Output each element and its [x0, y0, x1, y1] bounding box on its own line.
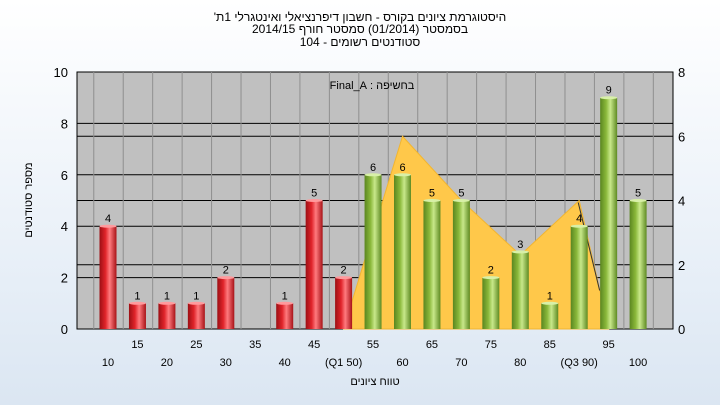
bar-45	[305, 200, 323, 329]
value-label-40: 1	[282, 290, 288, 302]
value-label-95: 9	[606, 85, 612, 97]
x-tick-label: 20	[161, 357, 173, 369]
bars-layer	[99, 96, 647, 329]
x-tick-label: 100	[629, 357, 647, 369]
x-tick-label: 30	[220, 357, 232, 369]
bar-top-60	[394, 173, 411, 177]
bar-top-85	[541, 301, 559, 305]
bar-85	[541, 303, 559, 329]
value-label-45: 5	[311, 188, 317, 200]
bar-90	[570, 226, 588, 329]
y-tick-label: 4	[61, 219, 68, 234]
bar-95	[600, 97, 618, 329]
x-axis-title: טווח ציונים	[350, 376, 399, 388]
bar-top-55	[364, 173, 382, 177]
x-tick-label: (Q1 50)	[325, 357, 362, 369]
bar-top-95	[600, 96, 618, 100]
bar-50	[335, 277, 353, 329]
value-label-90: 4	[576, 213, 582, 225]
bar-top-20	[158, 301, 176, 305]
x-tick-label: (Q3 90)	[561, 357, 598, 369]
y-tick-label: 8	[61, 116, 68, 131]
y-axis-title: מספר סטודנטים	[23, 162, 35, 237]
value-label-65: 5	[429, 188, 435, 200]
bar-65	[423, 200, 441, 329]
value-label-60: 6	[399, 162, 405, 174]
x-tick-label: 45	[308, 339, 320, 351]
bar-top-70	[452, 199, 470, 202]
value-label-75: 2	[488, 265, 494, 277]
y2-tick-label: 0	[678, 322, 685, 337]
x-tick-label: 40	[279, 357, 291, 369]
bar-top-15	[128, 301, 146, 305]
y2-tick-label: 2	[678, 258, 685, 273]
x-tick-label: 15	[131, 339, 143, 351]
bar-75	[482, 277, 500, 329]
bar-25	[187, 303, 205, 329]
chart-title-line-2: בסמסטר (01/2014) סמסטר חורף 2014/15	[251, 22, 469, 36]
area-series-line	[577, 202, 601, 291]
bar-60	[394, 174, 411, 329]
bar-top-45	[305, 199, 323, 202]
bar-top-90	[570, 224, 588, 228]
value-label-50: 2	[341, 265, 347, 277]
bar-55	[364, 174, 382, 329]
y2-tick-label: 8	[678, 65, 685, 80]
bar-top-65	[423, 199, 441, 202]
x-tick-label: 70	[455, 357, 467, 369]
value-labels-layer: 4 1 1 1 2 1 5 2 6 6 5 5 2 3 1 4 9 5	[105, 85, 641, 303]
x-tick-label: 65	[426, 339, 438, 351]
x-tick-label: 85	[544, 339, 556, 351]
y2-tick-label: 4	[678, 194, 685, 209]
value-label-55: 6	[370, 162, 376, 174]
value-label-25: 1	[193, 290, 199, 302]
chart-title-line-1: 'היסטוגרמת ציונים בקורס - חשבון דיפרנציא…	[213, 10, 507, 24]
x-tick-label: 95	[603, 339, 615, 351]
bar-80	[511, 251, 529, 329]
bar-top-30	[217, 276, 235, 280]
x-tick-label: 25	[190, 339, 202, 351]
bar-40	[276, 303, 294, 329]
y-tick-label: 2	[61, 271, 68, 286]
value-label-10: 4	[105, 213, 111, 225]
bar-top-10	[99, 224, 117, 228]
value-label-85: 1	[547, 290, 553, 302]
bar-20	[158, 303, 176, 329]
value-label-15: 1	[134, 290, 140, 302]
y-tick-label: 10	[54, 65, 68, 80]
chart-annotation: בחשיפה : Final_A	[330, 80, 415, 92]
value-label-70: 5	[458, 188, 464, 200]
bar-70	[452, 200, 470, 329]
x-tick-label: 75	[485, 339, 497, 351]
chart-title-line-3: סטודנטים רשומים - 104	[299, 35, 421, 49]
value-label-100: 5	[635, 188, 641, 200]
y-tick-label: 6	[61, 168, 68, 183]
bar-10	[99, 226, 117, 329]
y2-tick-label: 6	[678, 129, 685, 144]
bar-30	[217, 277, 235, 329]
bar-100	[629, 200, 647, 329]
value-label-20: 1	[164, 290, 170, 302]
y-tick-label: 0	[61, 322, 68, 337]
x-tick-label: 60	[396, 357, 408, 369]
x-tick-label: 10	[102, 357, 114, 369]
x-tick-label: 35	[249, 339, 261, 351]
value-label-30: 2	[223, 265, 229, 277]
x-tick-label: 80	[514, 357, 526, 369]
bar-top-25	[187, 301, 205, 305]
bar-top-100	[629, 199, 647, 202]
value-label-80: 3	[517, 239, 523, 251]
bar-top-75	[482, 276, 500, 280]
bar-top-40	[276, 301, 294, 305]
x-tick-label: 55	[367, 339, 379, 351]
bar-top-50	[335, 276, 353, 280]
bar-top-80	[511, 250, 529, 254]
bar-15	[128, 303, 146, 329]
